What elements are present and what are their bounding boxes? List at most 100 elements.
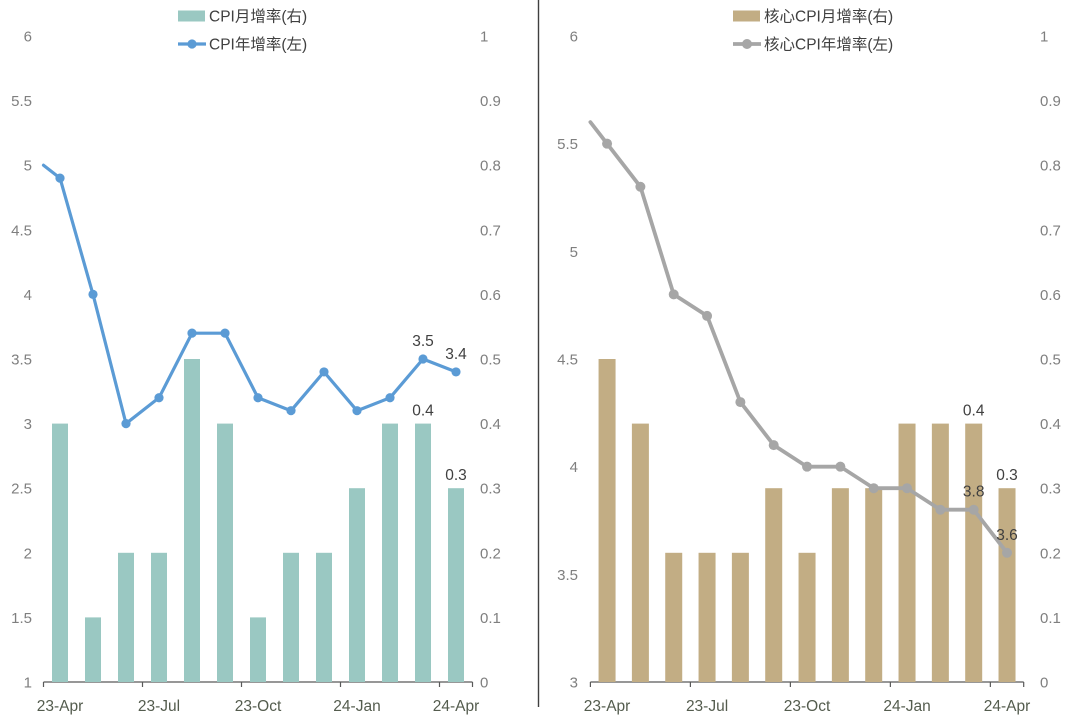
line-marker <box>735 397 746 408</box>
y-axis-right-tick-label: 0.3 <box>1040 481 1061 498</box>
line-marker <box>154 393 164 403</box>
y-axis-left-tick-label: 5.5 <box>557 136 578 153</box>
x-axis-tick-label: 24-Jan <box>333 698 380 715</box>
y-axis-right-tick-label: 0 <box>480 675 488 692</box>
legend-bar-swatch-icon <box>733 10 760 22</box>
y-axis-right-tick-label: 0 <box>1040 675 1048 692</box>
legend: 核心CPI月增率(右) 核心CPI年增率(左) <box>733 8 893 54</box>
x-axis-tick-label: 23-Oct <box>784 698 831 715</box>
legend-label: 核心CPI月增率(右) <box>764 8 893 26</box>
line-data-label: 3.4 <box>445 346 467 363</box>
y-axis-right-tick-label: 0.7 <box>1040 222 1061 239</box>
legend-line-marker-icon <box>742 39 752 49</box>
legend-line-marker-icon <box>187 39 197 49</box>
y-axis-left-tick-label: 3 <box>24 416 32 433</box>
y-axis-left-tick-label: 4.5 <box>557 352 578 369</box>
bar <box>184 359 200 682</box>
line-marker <box>55 173 65 183</box>
panel-left: 6 5.5 5 4.5 4 3.5 3 2.5 2 1.5 1 1 0.9 0.8 0.7 0.6 0.5 0.4… <box>11 8 501 716</box>
line-marker <box>451 367 461 377</box>
line-path <box>588 120 1009 555</box>
line-marker <box>352 406 362 416</box>
line-marker <box>902 483 913 494</box>
bar <box>898 423 916 682</box>
bar <box>283 552 299 682</box>
y-axis-right-tick-label: 0.8 <box>480 158 501 175</box>
bar <box>765 488 783 682</box>
line-marker <box>319 367 329 377</box>
bar <box>448 488 464 682</box>
line-marker <box>835 461 846 472</box>
bar <box>250 617 266 682</box>
bar-data-label: 0.4 <box>963 403 985 420</box>
bar-data-label: 0.3 <box>996 467 1018 484</box>
y-axis-right-tick-label: 0.6 <box>480 287 501 304</box>
y-axis-left-tick-label: 5.5 <box>11 93 32 110</box>
line-marker <box>802 461 813 472</box>
line-data-label: 3.6 <box>996 527 1018 544</box>
x-axis-tick-label: 24-Apr <box>984 698 1031 715</box>
y-axis-left-tick-label: 5 <box>24 158 32 175</box>
bar <box>965 423 983 682</box>
y-axis-right-tick-label: 0.1 <box>480 610 501 627</box>
line-marker <box>253 393 263 403</box>
line-marker <box>220 328 230 338</box>
y-axis-right-tick-label: 1 <box>480 29 488 46</box>
bar <box>598 359 616 682</box>
y-axis-right-tick-label: 0.5 <box>1040 352 1061 369</box>
bar-data-label: 0.3 <box>445 467 467 484</box>
line-marker <box>88 289 98 299</box>
bar-series <box>598 359 1016 682</box>
bar <box>118 552 134 682</box>
line-series <box>41 163 461 429</box>
bar <box>217 423 233 682</box>
y-axis-right-tick-label: 0.5 <box>480 352 501 369</box>
bar <box>316 552 332 682</box>
line-marker <box>768 440 779 451</box>
x-axis-tick-label: 23-Oct <box>235 698 282 715</box>
y-axis-left-tick-label: 3.5 <box>11 352 32 369</box>
x-axis-tick-label: 23-Apr <box>584 698 631 715</box>
line-marker <box>121 419 131 429</box>
y-axis-right-tick-label: 0.8 <box>1040 158 1061 175</box>
line-marker <box>968 504 979 515</box>
line-marker <box>668 289 679 300</box>
line-marker <box>868 483 879 494</box>
bar-data-label: 0.4 <box>412 403 434 420</box>
y-axis-left-tick-label: 3 <box>570 675 578 692</box>
y-axis-right-tick-label: 1 <box>1040 29 1048 46</box>
bar <box>665 552 683 682</box>
y-axis-left-tick-label: 3.5 <box>557 567 578 584</box>
y-axis-left-tick-label: 6 <box>570 29 578 46</box>
line-marker <box>385 393 395 403</box>
bar <box>349 488 365 682</box>
line-marker <box>635 181 646 192</box>
line-series <box>588 120 1013 558</box>
y-axis-right-tick-label: 0.4 <box>1040 416 1061 433</box>
bar <box>798 552 816 682</box>
bar <box>52 423 68 682</box>
y-axis-right-tick-label: 0.3 <box>480 481 501 498</box>
y-axis-left-tick-label: 4.5 <box>11 222 32 239</box>
bar <box>731 552 749 682</box>
line-marker <box>602 138 613 149</box>
line-path <box>41 163 458 426</box>
legend-label: CPI年增率(左) <box>209 36 307 54</box>
y-axis-right-tick-label: 0.4 <box>480 416 501 433</box>
y-axis-left-tick-label: 2.5 <box>11 481 32 498</box>
y-axis-right-tick-label: 0.9 <box>480 93 501 110</box>
line-data-label: 3.8 <box>963 484 985 501</box>
y-axis-left-tick-label: 4 <box>570 459 578 476</box>
line-marker <box>935 504 946 515</box>
legend-label: 核心CPI年增率(左) <box>764 36 893 54</box>
bar <box>85 617 101 682</box>
bar <box>415 423 431 682</box>
bar <box>631 423 649 682</box>
y-axis-right-tick-label: 0.1 <box>1040 610 1061 627</box>
bar <box>931 423 949 682</box>
y-axis-left-tick-label: 2 <box>24 545 32 562</box>
y-axis-right-tick-label: 0.9 <box>1040 93 1061 110</box>
bar <box>998 488 1016 682</box>
y-axis-left-tick-label: 4 <box>24 287 32 304</box>
